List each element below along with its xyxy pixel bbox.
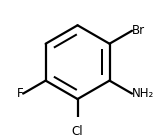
Text: F: F: [16, 87, 23, 100]
Text: Br: Br: [132, 24, 145, 37]
Text: NH₂: NH₂: [132, 87, 154, 100]
Text: Cl: Cl: [72, 125, 83, 138]
